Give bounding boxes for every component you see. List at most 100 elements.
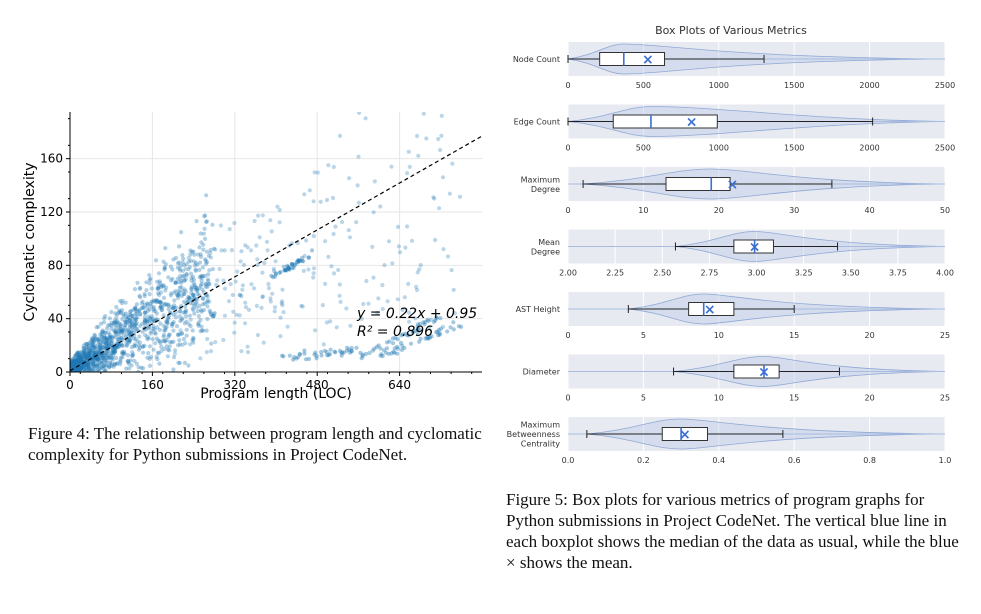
scatter-point xyxy=(89,343,94,348)
scatter-point xyxy=(102,316,107,321)
scatter-point xyxy=(367,350,372,356)
scatter-point xyxy=(187,264,192,270)
scatter-point xyxy=(124,320,129,325)
scatter-point xyxy=(89,337,94,343)
panel-tick-label: 2500 xyxy=(935,144,955,153)
scatter-point xyxy=(164,319,169,324)
scatter-point xyxy=(104,345,109,350)
scatter-point xyxy=(83,341,88,346)
scatter-point xyxy=(184,262,189,267)
scatter-point xyxy=(193,285,198,290)
scatter-point xyxy=(157,279,162,284)
box-panel: 0 5 10 15 20 25×Diameter xyxy=(523,354,950,403)
scatter-point xyxy=(97,346,102,351)
scatter-point xyxy=(109,340,114,345)
scatter-point xyxy=(70,363,74,369)
scatter-point xyxy=(104,350,109,355)
scatter-point xyxy=(75,367,80,372)
scatter-point xyxy=(337,293,342,298)
scatter-point xyxy=(84,357,89,362)
scatter-point xyxy=(83,354,88,359)
scatter-point xyxy=(153,298,158,303)
scatter-point xyxy=(77,369,83,372)
scatter-point xyxy=(172,305,177,310)
scatter-point xyxy=(176,280,181,285)
scatter-point xyxy=(198,254,204,259)
scatter-point xyxy=(120,329,125,334)
scatter-point xyxy=(106,343,111,348)
scatter-point xyxy=(312,352,317,357)
scatter-point xyxy=(194,305,199,310)
scatter-point xyxy=(300,259,305,264)
scatter-point xyxy=(239,249,244,254)
scatter-point xyxy=(179,293,184,299)
scatter-point xyxy=(359,316,364,321)
scatter-point xyxy=(73,360,79,365)
scatter-point xyxy=(91,350,96,356)
scatter-point xyxy=(188,258,194,263)
scatter-point xyxy=(433,318,438,323)
scatter-point xyxy=(107,334,113,339)
scatter-point xyxy=(111,353,116,358)
scatter-point xyxy=(70,364,74,369)
scatter-point xyxy=(107,335,113,340)
scatter-point xyxy=(70,363,73,368)
scatter-point xyxy=(101,336,106,341)
scatter-point xyxy=(142,320,147,325)
scatter-point xyxy=(180,274,185,279)
scatter-point xyxy=(159,348,164,353)
scatter-point xyxy=(417,339,422,344)
scatter-point xyxy=(86,343,91,348)
scatter-point xyxy=(187,296,192,301)
scatter-point xyxy=(205,284,210,289)
scatter-point xyxy=(114,332,119,337)
scatter-point xyxy=(85,365,90,370)
scatter-point xyxy=(323,239,328,244)
scatter-point xyxy=(112,350,117,355)
scatter-point xyxy=(142,302,147,307)
scatter-point xyxy=(406,149,411,154)
scatter-point xyxy=(116,321,121,326)
scatter-point xyxy=(137,345,142,350)
scatter-point xyxy=(178,276,183,281)
scatter-point xyxy=(110,362,115,367)
scatter-point xyxy=(277,220,282,225)
scatter-point xyxy=(341,350,347,355)
scatter-point xyxy=(134,361,139,366)
scatter-point xyxy=(93,344,98,349)
panel-tick-label: 15 xyxy=(789,331,799,340)
scatter-point xyxy=(113,348,118,353)
scatter-point xyxy=(70,364,75,369)
scatter-point xyxy=(97,351,102,356)
scatter-point xyxy=(395,344,400,349)
scatter-point xyxy=(177,360,182,366)
scatter-point xyxy=(203,258,208,263)
scatter-point xyxy=(156,291,161,296)
scatter-point xyxy=(300,255,305,260)
scatter-point xyxy=(78,358,83,363)
panel-label: Maximum Degree xyxy=(521,175,561,194)
scatter-point xyxy=(191,259,197,264)
scatter-point xyxy=(96,355,101,360)
scatter-point xyxy=(135,314,140,320)
scatter-point xyxy=(107,316,112,321)
box-panel: 0.0 0.2 0.4 0.6 0.8 1.0×Maximum Betweenness Cen… xyxy=(507,417,951,465)
scatter-point xyxy=(156,338,161,343)
scatter-point xyxy=(178,328,183,333)
scatter-point xyxy=(245,350,251,355)
scatter-point xyxy=(124,366,129,371)
scatter-point xyxy=(183,266,188,271)
scatter-point xyxy=(132,342,137,347)
scatter-point xyxy=(184,271,189,276)
box-panel: 0 10 20 30 40 50×Maximum Degree xyxy=(521,167,950,215)
scatter-point xyxy=(175,292,180,297)
scatter-point xyxy=(191,335,196,340)
scatter-point xyxy=(345,345,350,350)
scatter-point xyxy=(142,314,147,320)
scatter-point xyxy=(70,365,74,370)
scatter-point xyxy=(306,267,311,272)
scatter-point xyxy=(259,305,264,310)
scatter-point xyxy=(197,245,202,250)
scatter-point xyxy=(115,361,120,366)
scatter-point xyxy=(85,362,90,367)
